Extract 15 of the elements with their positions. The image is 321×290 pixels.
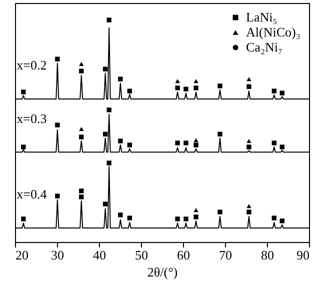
x-tick-label: 70	[219, 248, 232, 262]
x-tick-label: 90	[296, 248, 310, 262]
x-tick-label: 40	[93, 248, 106, 262]
series-label: x=0.3	[16, 110, 47, 126]
x-tick-label: 20	[16, 248, 28, 262]
x-tick-label: 60	[177, 248, 190, 262]
legend-label: LaNi₅	[246, 10, 278, 24]
series-label: x=0.4	[16, 186, 48, 202]
x-tick-label: 80	[261, 248, 274, 262]
x-tick-label: 50	[135, 248, 148, 262]
x-axis-title: 2θ/(°)	[147, 264, 178, 280]
series-label: x=0.2	[16, 58, 47, 73]
legend-label: Al(NiCo)₃	[246, 24, 300, 40]
legend-label: Ca₂Ni₇	[246, 40, 283, 54]
x-tick-label: 30	[51, 248, 64, 262]
